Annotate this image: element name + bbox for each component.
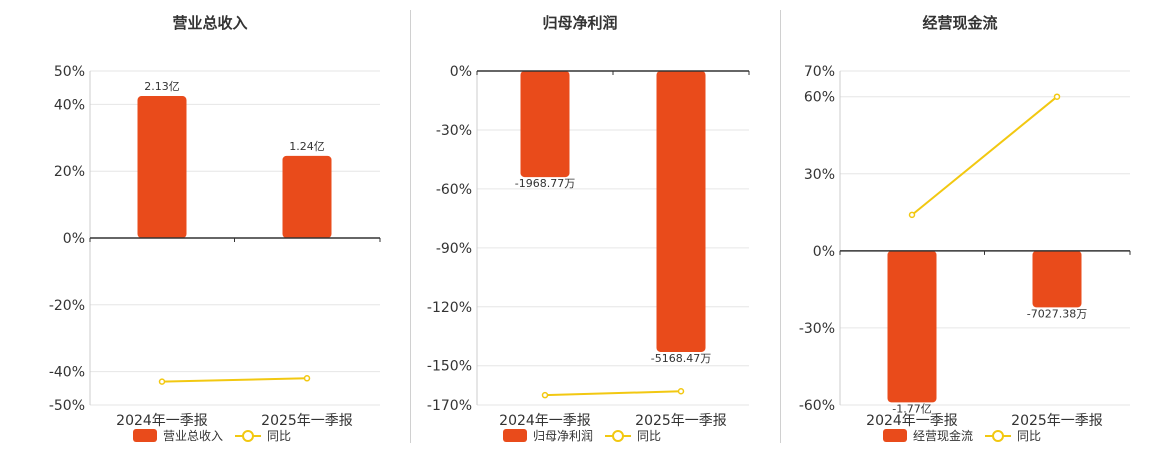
y-tick-label: -170% <box>427 398 472 414</box>
legend-line-marker <box>612 430 624 442</box>
bar-data-label: -1968.77万 <box>515 177 575 190</box>
bar <box>656 71 706 352</box>
x-category-label: 2025年一季报 <box>1011 413 1103 429</box>
legend-bar-label: 营业总收入 <box>163 429 223 443</box>
yoy-line <box>911 95 1058 216</box>
yoy-line <box>161 377 308 383</box>
y-tick-label: -90% <box>436 241 472 257</box>
chart-title: 营业总收入 <box>172 14 247 32</box>
bar <box>137 96 187 238</box>
y-tick-label: -60% <box>436 182 472 198</box>
y-tick-label: -30% <box>799 321 835 337</box>
bar-data-label: -5168.47万 <box>651 352 711 365</box>
y-tick-label: -120% <box>427 300 472 316</box>
y-tick-label: 0% <box>813 244 835 260</box>
bar <box>520 71 570 178</box>
y-tick-label: -30% <box>436 123 472 139</box>
legend-line-label: 同比 <box>637 429 661 443</box>
bar <box>1032 250 1082 308</box>
y-tick-label: -50% <box>49 398 85 414</box>
legend-bar-label: 经营现金流 <box>913 428 973 443</box>
bar-data-label: -7027.38万 <box>1027 307 1087 320</box>
y-tick-label: 20% <box>54 164 85 180</box>
yoy-point <box>158 378 166 385</box>
legend-line-marker <box>992 430 1004 442</box>
panel-divider-1 <box>410 10 411 443</box>
bar-data-label: 2.13亿 <box>144 80 180 93</box>
chart-title: 经营现金流 <box>922 14 997 32</box>
y-tick-label: 40% <box>54 97 85 113</box>
bar <box>282 155 332 238</box>
legend-line-label: 同比 <box>1017 429 1041 443</box>
legend-bar-label: 归母净利润 <box>533 429 593 443</box>
x-category-label: 2025年一季报 <box>261 413 353 429</box>
y-tick-label: -20% <box>49 298 85 314</box>
x-category-label: 2024年一季报 <box>866 413 958 429</box>
y-tick-label: -150% <box>427 359 472 375</box>
x-category-label: 2024年一季报 <box>116 413 208 429</box>
y-tick-label: 70% <box>804 64 835 80</box>
bar <box>887 250 937 403</box>
legend-line-marker <box>242 430 254 442</box>
x-category-label: 2024年一季报 <box>499 413 591 429</box>
yoy-point <box>908 211 916 219</box>
bar-data-label: -1.77亿 <box>892 402 931 415</box>
yoy-line <box>544 390 682 397</box>
yoy-point <box>303 375 311 382</box>
x-category-label: 2025年一季报 <box>635 413 727 429</box>
y-tick-label: 30% <box>804 167 835 183</box>
y-tick-label: 50% <box>54 64 85 80</box>
y-tick-label: 0% <box>63 231 85 247</box>
yoy-point <box>1053 93 1061 100</box>
yoy-point <box>541 391 549 399</box>
chart-title: 归母净利润 <box>542 14 617 32</box>
bar-data-label: 1.24亿 <box>289 140 325 153</box>
legend-bar-swatch <box>883 429 907 442</box>
y-tick-label: 60% <box>804 90 835 106</box>
y-tick-label: -40% <box>49 365 85 381</box>
y-tick-label: -60% <box>799 398 835 414</box>
y-tick-label: 0% <box>450 64 472 80</box>
legend-bar-swatch <box>503 429 527 442</box>
legend-bar-swatch <box>133 429 157 442</box>
panel-divider-2 <box>780 10 781 443</box>
yoy-point <box>677 387 685 395</box>
legend-line-label: 同比 <box>267 429 291 443</box>
